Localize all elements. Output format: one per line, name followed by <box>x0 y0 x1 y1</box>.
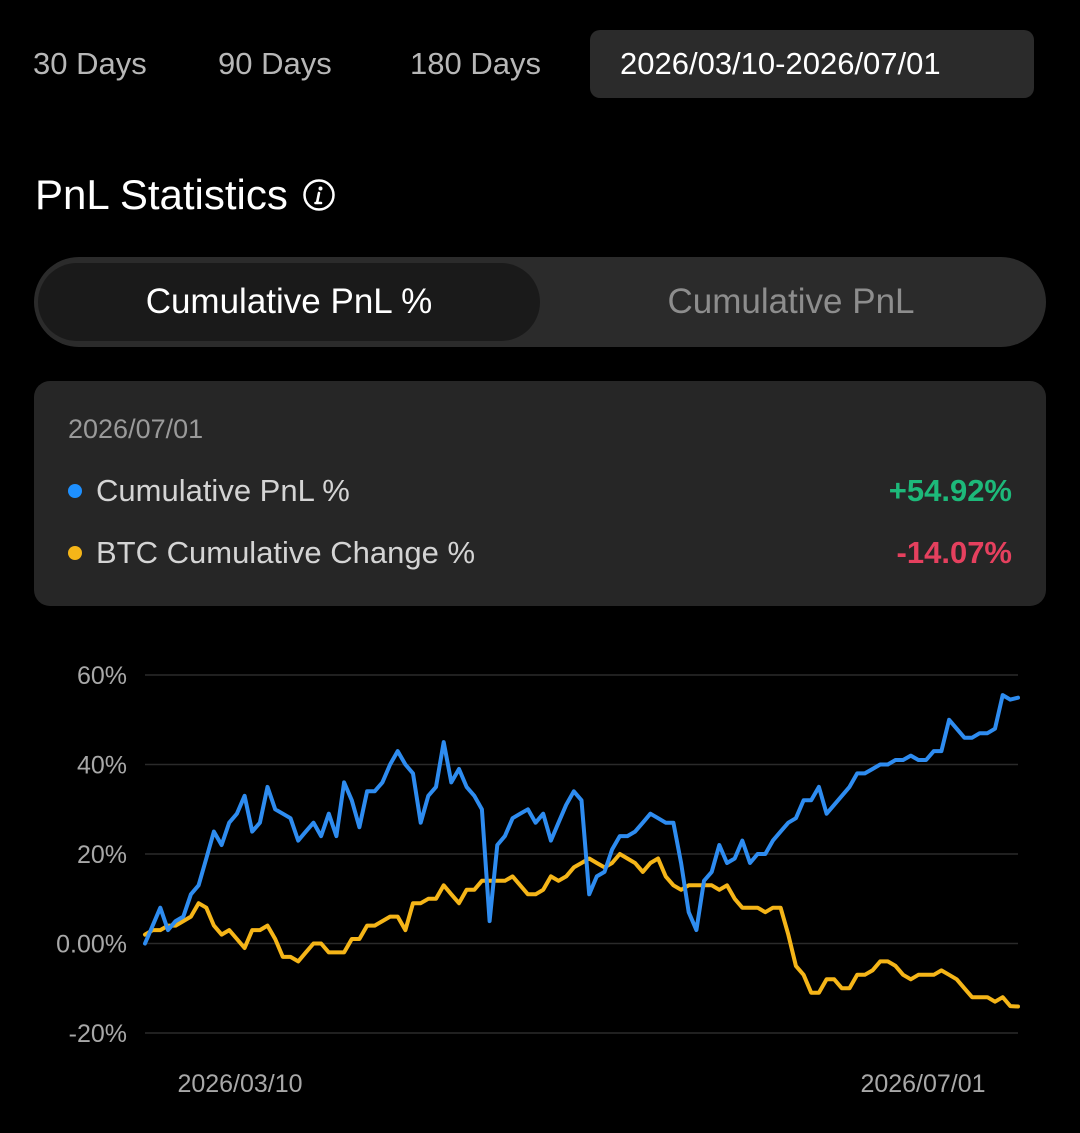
tooltip-date: 2026/07/01 <box>68 414 204 444</box>
range-option-180-days[interactable]: 180 Days <box>410 46 541 81</box>
series-line-cumulative-pnl <box>143 693 1020 946</box>
y-tick-label: 40% <box>77 752 127 780</box>
y-tick-label: -20% <box>69 1020 127 1048</box>
x-tick-label: 2026/03/10 <box>177 1070 302 1098</box>
tab-cumulative-pnl[interactable]: Cumulative PnL <box>667 282 915 321</box>
chart-tooltip-card: 2026/07/01 Cumulative PnL % +54.92% BTC … <box>34 381 1046 606</box>
tab-cumulative-pnl-percent[interactable]: Cumulative PnL % <box>38 263 540 341</box>
range-option-30-days[interactable]: 30 Days <box>33 46 147 81</box>
series-line-btc-change <box>143 852 1020 1009</box>
section-title: PnL Statistics <box>35 165 336 225</box>
info-icon[interactable] <box>302 178 336 212</box>
range-option-90-days[interactable]: 90 Days <box>218 46 332 81</box>
tooltip-label-pnl: Cumulative PnL % <box>96 473 350 508</box>
pnl-line-chart[interactable]: 60% 40% 20% 0.00% -20% 2026/03/10 2026/07/01 <box>0 640 1080 1110</box>
btc-legend-dot <box>68 545 82 560</box>
custom-range-button[interactable]: 2026/03/10-2026/07/01 <box>590 30 1034 98</box>
pnl-statistics-heading: PnL Statistics <box>35 171 288 218</box>
date-range-selector: 30 Days 90 Days 180 Days 2026/03/10-2026… <box>0 30 1080 98</box>
y-tick-label: 20% <box>77 841 127 869</box>
tooltip-row-btc: BTC Cumulative Change % -14.07% <box>68 533 1012 573</box>
y-tick-label: 0.00% <box>56 931 127 959</box>
tooltip-value-btc: -14.07% <box>896 535 1012 570</box>
pnl-legend-dot <box>68 483 82 498</box>
y-tick-label: 60% <box>77 662 127 690</box>
pnl-mode-toggle: Cumulative PnL % Cumulative PnL <box>34 257 1046 347</box>
tooltip-label-btc: BTC Cumulative Change % <box>96 535 476 570</box>
tooltip-value-pnl: +54.92% <box>888 473 1012 508</box>
x-tick-label: 2026/07/01 <box>860 1070 985 1098</box>
tooltip-row-pnl: Cumulative PnL % +54.92% <box>68 471 1012 511</box>
